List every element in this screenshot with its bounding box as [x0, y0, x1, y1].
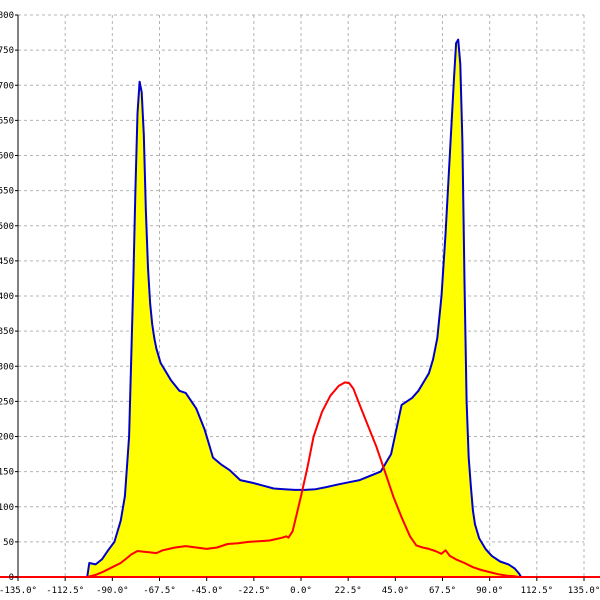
y-tick-label: 200 [0, 433, 14, 443]
x-tick-label: 45.0° [382, 586, 409, 596]
y-tick-label: 250 [0, 397, 14, 407]
y-tick-label: 400 [0, 292, 14, 302]
line-layer [86, 38, 522, 578]
y-tick-label: 750 [0, 46, 14, 56]
x-tick-label: -45.0° [190, 586, 223, 596]
y-tick-label: 100 [0, 503, 14, 513]
y-tick-label: 600 [0, 152, 14, 162]
axes [0, 14, 600, 581]
x-tick-label: 67.5° [429, 586, 456, 596]
y-tick-label: 700 [0, 81, 14, 91]
area-layer [87, 39, 522, 578]
y-tick-label: 150 [0, 468, 14, 478]
x-tick-label: -90.0° [96, 586, 129, 596]
y-tick-label: 800 [0, 11, 14, 21]
y-tick-label: 650 [0, 116, 14, 126]
x-tick-label: 112.5° [521, 586, 554, 596]
x-tick-label: -22.5° [238, 586, 271, 596]
x-tick-label: 22.5° [335, 586, 362, 596]
y-tick-label: 350 [0, 327, 14, 337]
x-tick-label: -112.5° [46, 586, 84, 596]
series-line-1 [86, 38, 522, 578]
x-tick-label: 90.0° [476, 586, 503, 596]
x-tick-label: 135.0° [568, 586, 600, 596]
y-tick-label: 0 [9, 573, 14, 583]
y-tick-label: 450 [0, 257, 14, 267]
y-tick-label: 550 [0, 187, 14, 197]
x-tick-label: -67.5° [143, 586, 176, 596]
y-tick-label: 500 [0, 222, 14, 232]
series-line-2 [86, 381, 520, 578]
y-tick-label: 50 [3, 538, 14, 548]
tick-labels: 0 50 100 150 200 250 300 350 400 450 500 550 600 650 7… [0, 11, 600, 596]
area-fill [87, 39, 522, 578]
y-tick-label: 300 [0, 362, 14, 372]
x-tick-label: 0.0° [290, 586, 312, 596]
x-tick-label: -135.0° [0, 586, 37, 596]
